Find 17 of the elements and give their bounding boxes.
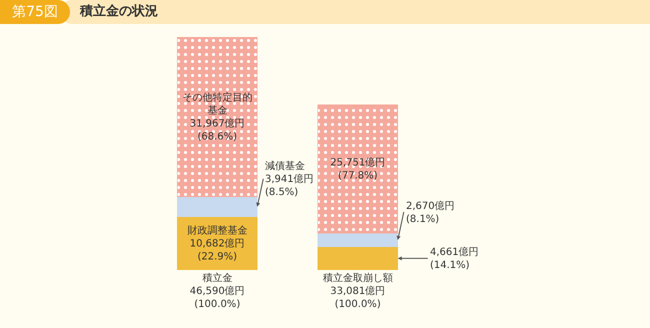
data-label: 減債基金 3,941億円 (8.5%) — [265, 160, 314, 198]
bar — [317, 104, 398, 234]
bar — [176, 37, 258, 198]
bar — [317, 233, 398, 247]
chart-title: 積立金の状況 — [80, 2, 158, 21]
text: 第75図 — [0, 0, 70, 24]
data-label: 2,670億円 (8.1%) — [406, 200, 455, 225]
x-tick-label: 積立金取崩し額 — [322, 272, 393, 284]
data-label: その他特定目的基金 31,967億円 (68.6%) — [182, 91, 252, 142]
data-label: 25,751億円 (77.8%) — [330, 156, 386, 182]
bar — [317, 246, 398, 270]
data-label: 財政調整基金 10,682億円 (22.9%) — [187, 224, 248, 262]
total-label: 33,081億円 (100.0%) — [330, 285, 386, 310]
x-tick-label: 積立金 — [202, 272, 232, 284]
total-label: 46,590億円 (100.0%) — [190, 285, 245, 310]
bar — [176, 196, 258, 217]
data-label: 4,661億円 (14.1%) — [430, 246, 479, 271]
